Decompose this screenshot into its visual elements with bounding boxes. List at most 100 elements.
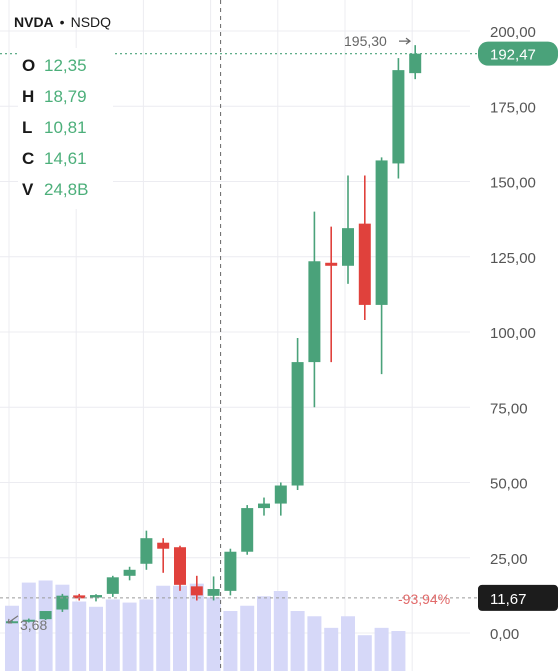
candle[interactable] [325, 226, 338, 363]
candle[interactable] [224, 548, 237, 596]
ticker-separator: • [59, 14, 65, 30]
volume-bar [240, 605, 255, 671]
ohlc-close: C 14,61 [18, 143, 113, 174]
volume-bar [391, 631, 406, 671]
candle-body [174, 547, 186, 585]
candle-body [140, 538, 153, 564]
y-tick-label: 50,00 [490, 476, 528, 493]
volume-bar [173, 585, 187, 671]
volume-bar [21, 582, 36, 671]
candle-body [325, 262, 338, 266]
high-arrow-icon [399, 37, 411, 45]
ohlc-key: O [22, 56, 36, 75]
candle[interactable] [56, 593, 69, 612]
marker-percent: -93,94% [398, 591, 450, 607]
candle[interactable] [342, 175, 354, 284]
ohlc-key: L [22, 118, 33, 137]
candles [6, 45, 422, 624]
y-tick-label: 175,00 [490, 99, 536, 116]
candle[interactable] [308, 211, 321, 408]
ohlc-volume: V 24,8B [18, 174, 113, 205]
candle[interactable] [123, 566, 136, 581]
volume-bar [374, 627, 389, 671]
volume-bar [307, 616, 322, 671]
low-arrow-icon [7, 615, 19, 624]
ohlc-key: V [22, 180, 34, 199]
y-tick-label: 0,00 [490, 626, 519, 643]
candle[interactable] [140, 530, 153, 570]
volume-bar [206, 597, 221, 671]
candle[interactable] [258, 497, 270, 516]
marker-label: 11,67 [490, 591, 526, 608]
volume-bar [357, 635, 372, 671]
candle[interactable] [39, 611, 52, 621]
low-label: 3,68 [20, 617, 47, 633]
candle-body [308, 261, 321, 363]
candle-body [73, 595, 86, 599]
candle-body [207, 589, 220, 596]
ohlc-value: 24,8B [44, 180, 89, 199]
candle-body [258, 503, 270, 509]
candle[interactable] [409, 45, 422, 80]
candle[interactable] [375, 157, 388, 375]
ohlc-value: 18,79 [44, 87, 87, 106]
candle-body [409, 53, 422, 74]
candle-body [157, 542, 170, 549]
volume-bar [105, 599, 120, 671]
y-tick-label: 200,00 [490, 24, 536, 41]
ticker-header: NVDA • NSDQ [14, 14, 111, 30]
ohlc-key: H [22, 87, 35, 106]
candle[interactable] [157, 538, 170, 573]
candle-body [291, 362, 304, 486]
ohlc-high: H 18,79 [18, 81, 113, 112]
y-tick-label: 150,00 [490, 175, 536, 192]
candle-body [90, 595, 102, 598]
volume-bar [189, 583, 204, 671]
y-tick-label: 100,00 [490, 325, 536, 342]
last-price-label: 192,47 [490, 47, 536, 64]
candle-body [56, 595, 69, 610]
volume-bar [5, 605, 19, 671]
candle-body [241, 508, 254, 552]
ohlc-low: L 10,81 [18, 112, 113, 143]
marker-tag [478, 584, 558, 611]
volume-bar [89, 606, 103, 671]
candle[interactable] [274, 482, 287, 516]
candle-body [106, 577, 119, 594]
high-label: 195,30 [344, 33, 387, 49]
ohlc-key: C [22, 149, 35, 168]
candle[interactable] [358, 175, 371, 320]
candle-body [392, 70, 405, 164]
ohlc-value: 10,81 [44, 118, 87, 137]
candle-body [123, 569, 136, 576]
candle[interactable] [73, 593, 86, 601]
y-tick-label: 125,00 [490, 250, 536, 267]
candle-body [224, 551, 237, 591]
candle-body [6, 621, 18, 624]
candle[interactable] [392, 58, 405, 179]
candle-body [274, 485, 287, 504]
candle-body [22, 619, 35, 622]
last-price-tag [478, 41, 558, 66]
volume-bar [290, 611, 305, 671]
volume-bar [257, 596, 271, 671]
candle[interactable] [106, 575, 119, 597]
candle[interactable] [174, 545, 186, 591]
ticker-symbol: NVDA [14, 14, 54, 30]
volume-bar [122, 602, 137, 671]
candle[interactable] [207, 576, 220, 601]
candle[interactable] [22, 618, 35, 623]
candle[interactable] [241, 505, 254, 555]
candle-body [358, 223, 371, 305]
volume-bar [156, 585, 171, 671]
volume-bar [273, 591, 288, 671]
y-tick-label: 75,00 [490, 400, 528, 417]
candle[interactable] [190, 575, 203, 601]
volume-bar [341, 616, 355, 671]
ohlc-open: O 12,35 [18, 50, 113, 81]
y-axis: 0,00 25,00 50,00 75,00 100,00 125,00 150,00 175… [490, 24, 536, 643]
candle[interactable] [291, 338, 304, 491]
volume-bar [38, 580, 53, 671]
